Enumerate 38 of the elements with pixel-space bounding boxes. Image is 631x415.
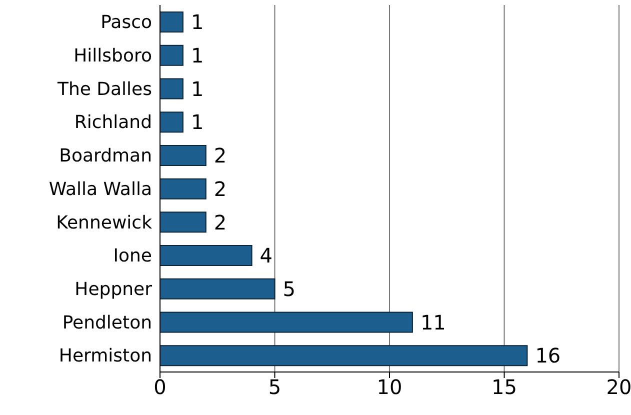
x-tick-label: 15: [492, 375, 517, 400]
bar: [160, 178, 206, 200]
data-label: 1: [190, 43, 204, 68]
bar: [160, 112, 184, 133]
y-tick-label: Hermiston: [58, 346, 152, 367]
bar: [160, 345, 528, 366]
bar: [160, 12, 184, 32]
bar: [160, 78, 184, 100]
data-label: 1: [190, 110, 204, 134]
x-tick-label: 10: [376, 375, 402, 400]
data-label: 5: [282, 277, 296, 302]
y-tick-label: Pendleton: [62, 312, 152, 334]
data-label: 2: [214, 176, 227, 201]
y-tick-label: Pasco: [100, 12, 152, 34]
y-tick-label: Walla Walla: [48, 178, 152, 200]
x-tick-label: 5: [268, 375, 282, 400]
y-tick-label: Richland: [74, 112, 152, 134]
data-label: 2: [214, 210, 227, 234]
data-label: 11: [420, 310, 446, 334]
y-tick-label: The Dalles: [56, 78, 152, 100]
data-label: 4: [260, 244, 273, 268]
y-tick-label: Ione: [113, 246, 152, 267]
bar: [160, 278, 276, 300]
x-tick-label: 0: [154, 375, 166, 400]
y-tick-label: Hillsboro: [74, 45, 152, 66]
bar: [160, 144, 206, 166]
data-label: 1: [190, 10, 204, 34]
y-tick-label: Boardman: [59, 146, 152, 167]
bar: [160, 212, 206, 233]
x-tick-label: 20: [606, 375, 631, 400]
data-label: 1: [190, 76, 204, 101]
bar: [160, 245, 252, 266]
y-tick-label: Kennewick: [56, 212, 153, 234]
data-label: 16: [535, 344, 561, 368]
y-tick-label: Heppner: [74, 278, 153, 300]
bar: [160, 44, 184, 66]
data-label: 2: [214, 144, 227, 168]
bar: [160, 312, 413, 333]
